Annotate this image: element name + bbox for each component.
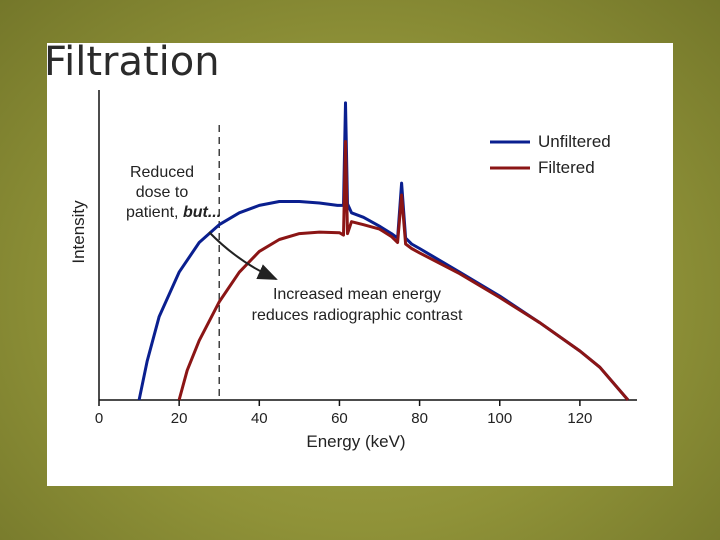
x-tick-label: 40 (251, 410, 268, 427)
annotation-emphasis: but... (183, 204, 221, 221)
x-tick-label: 100 (487, 410, 512, 427)
annotation-line: patient, but... (126, 204, 221, 221)
series-line-filtered (177, 140, 630, 401)
x-axis-title: Energy (keV) (306, 432, 405, 451)
mean-energy-annotation: Increased mean energy reduces radiograph… (252, 286, 463, 324)
reduced-dose-annotation: Reduced dose to patient, but... (126, 164, 221, 221)
annotation-line: Reduced (130, 164, 194, 181)
x-tick-label: 80 (411, 410, 428, 427)
x-tick-label: 0 (95, 410, 103, 427)
x-tick-label: 60 (331, 410, 348, 427)
legend-label-unfiltered: Unfiltered (538, 132, 611, 151)
chart-panel (47, 43, 673, 486)
annotation-text: patient, (126, 204, 183, 221)
legend: Unfiltered Filtered (490, 132, 611, 177)
x-tick-label: 120 (567, 410, 592, 427)
annotation-line: dose to (136, 184, 189, 201)
annotation-arrow (208, 231, 278, 280)
annotation-line: reduces radiographic contrast (252, 307, 463, 324)
x-tick-label: 20 (171, 410, 188, 427)
legend-label-filtered: Filtered (538, 158, 595, 177)
x-axis-ticks: 0 20 40 60 80 100 120 (95, 400, 592, 427)
series-group (137, 101, 630, 401)
slide-title: Filtration (44, 39, 220, 85)
annotation-line: Increased mean energy (273, 286, 441, 303)
y-axis-title: Intensity (69, 200, 88, 264)
